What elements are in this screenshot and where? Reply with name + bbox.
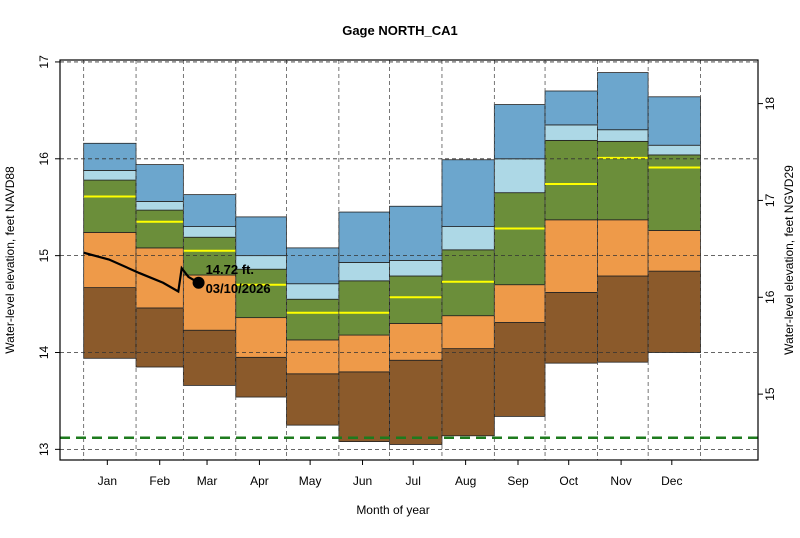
- band-p25-p75: [338, 280, 390, 336]
- band-p90-max: [441, 159, 495, 227]
- band-min-p10: [544, 292, 598, 364]
- band-p25-p75: [389, 275, 443, 324]
- x-tick-label: May: [299, 474, 322, 488]
- y-axis-label: Water-level elevation, feet NAVD88: [3, 166, 17, 354]
- x-tick-label: Oct: [559, 474, 578, 488]
- band-p10-p25: [493, 284, 546, 323]
- band-p10-p25: [286, 339, 340, 375]
- band-p90-max: [83, 142, 137, 171]
- band-min-p10: [338, 371, 390, 442]
- band-p10-p25: [338, 334, 390, 373]
- band-p25-p75: [286, 298, 340, 341]
- band-min-p10: [493, 322, 546, 417]
- band-p90-max: [647, 96, 701, 146]
- band-p90-max: [338, 211, 390, 263]
- x-tick-label: Jul: [406, 474, 421, 488]
- band-p90-max: [597, 72, 649, 131]
- band-p10-p25: [597, 219, 649, 277]
- x-tick-label: Feb: [149, 474, 170, 488]
- band-min-p10: [83, 287, 137, 359]
- y-tick-label: 13: [37, 442, 51, 456]
- band-min-p10: [135, 307, 184, 368]
- band-p75-p90: [83, 170, 137, 181]
- y-tick-label: 14: [37, 345, 51, 359]
- x-tick-label: Dec: [661, 474, 682, 488]
- band-p75-p90: [135, 201, 184, 211]
- band-min-p10: [235, 356, 287, 398]
- band-p90-max: [135, 164, 184, 202]
- band-p10-p25: [441, 315, 495, 350]
- x-tick-label: Aug: [455, 474, 476, 488]
- y-tick-label: 17: [37, 55, 51, 69]
- y-tick-label: 16: [37, 152, 51, 166]
- band-min-p10: [182, 329, 237, 386]
- x-tick-label: Jan: [98, 474, 117, 488]
- band-p75-p90: [338, 262, 390, 282]
- band-p90-max: [493, 104, 546, 160]
- band-p10-p25: [647, 230, 701, 272]
- band-p75-p90: [647, 144, 701, 156]
- x-tick-label: Nov: [610, 474, 631, 488]
- x-axis-label: Month of year: [356, 503, 429, 517]
- y-right-tick-label: 16: [763, 290, 777, 304]
- band-p90-max: [235, 216, 287, 257]
- chart-title: Gage NORTH_CA1: [342, 23, 458, 38]
- band-p25-p75: [493, 192, 546, 286]
- band-p90-max: [389, 205, 443, 261]
- band-p10-p25: [235, 317, 287, 358]
- current-point: [192, 276, 205, 289]
- current-water-level-line: [83, 251, 200, 294]
- band-p25-p75: [235, 268, 287, 319]
- band-p75-p90: [493, 158, 546, 194]
- x-tick-label: Apr: [250, 474, 269, 488]
- y-right-tick-label: 18: [763, 97, 777, 111]
- band-p75-p90: [286, 283, 340, 300]
- band-p25-p75: [597, 140, 649, 221]
- x-tick-label: Jun: [353, 474, 372, 488]
- band-p75-p90: [597, 129, 649, 142]
- y-axis-right-label: Water-level elevation, feet NGVD29: [782, 165, 796, 355]
- y-tick-label: 15: [37, 249, 51, 263]
- band-p75-p90: [544, 124, 598, 141]
- band-p10-p25: [544, 219, 598, 293]
- plot-frame: [59, 59, 759, 461]
- band-min-p10: [389, 359, 443, 445]
- current-date-label: 03/10/2026: [206, 281, 271, 296]
- current-value-label: 14.72 ft.: [206, 262, 254, 277]
- band-p25-p75: [135, 209, 184, 249]
- band-p75-p90: [441, 226, 495, 251]
- band-min-p10: [647, 270, 701, 353]
- x-tick-label: Mar: [197, 474, 218, 488]
- band-min-p10: [286, 373, 340, 426]
- band-p90-max: [182, 194, 237, 227]
- band-p75-p90: [182, 226, 237, 238]
- band-p10-p25: [135, 247, 184, 309]
- x-tick-label: Sep: [507, 474, 529, 488]
- band-p75-p90: [389, 260, 443, 277]
- band-p25-p75: [83, 179, 137, 233]
- band-p25-p75: [544, 139, 598, 221]
- band-min-p10: [597, 275, 649, 363]
- y-right-tick-label: 15: [763, 387, 777, 401]
- y-right-tick-label: 17: [763, 193, 777, 207]
- band-min-p10: [441, 348, 495, 437]
- band-p10-p25: [389, 323, 443, 361]
- band-p25-p75: [647, 154, 701, 231]
- band-p90-max: [544, 90, 598, 126]
- band-p90-max: [286, 247, 340, 285]
